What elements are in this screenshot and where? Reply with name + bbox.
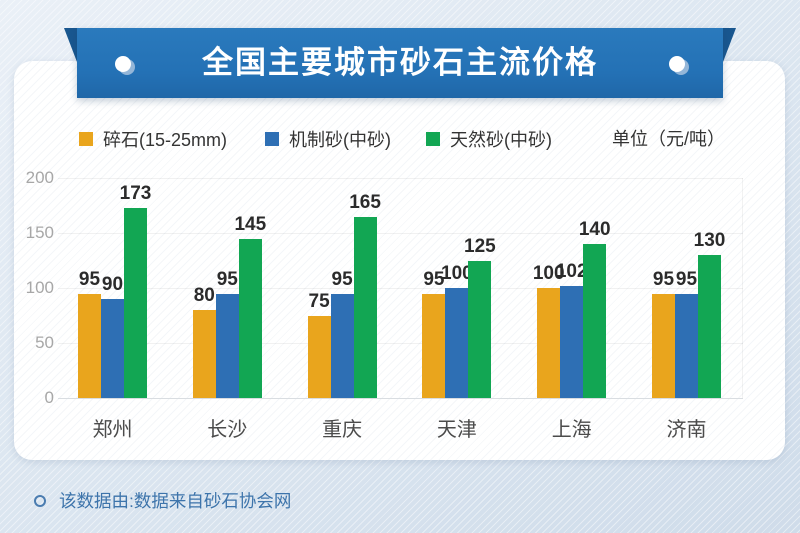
y-tick-label: 50	[35, 333, 54, 352]
x-axis-label: 天津	[436, 419, 477, 441]
bar: 145	[234, 214, 266, 398]
bar-value-label: 95	[331, 268, 353, 290]
y-tick-label: 0	[44, 388, 54, 407]
legend-item-natural-sand: 天然砂(中砂)	[426, 129, 552, 150]
unit-label: 单位（元/吨）	[611, 129, 725, 149]
legend-label: 机制砂(中砂)	[289, 130, 391, 150]
bar: 125	[464, 236, 496, 398]
page-title: 全国主要城市砂石主流价格	[202, 45, 598, 80]
bar-group-6: 95 95 130 济南	[651, 178, 725, 441]
gridline	[58, 343, 743, 344]
bar-value-label: 95	[675, 268, 698, 290]
bar: 75	[307, 291, 331, 398]
y-tick-label: 150	[25, 223, 54, 242]
gridlines	[58, 178, 743, 399]
legend-label: 天然砂(中砂)	[450, 130, 552, 150]
legend-swatch-blue-icon	[265, 132, 279, 146]
plot-area: 95 90 173 郑州 80 95 145 长沙 75 95 165 重庆 95 100 125 天津 100…	[58, 178, 743, 441]
bar: 130	[694, 230, 725, 398]
legend-swatch-green-icon	[426, 132, 440, 146]
gridline	[58, 178, 743, 179]
x-axis-label: 上海	[551, 419, 592, 441]
title-banner: 全国主要城市砂石主流价格	[77, 28, 723, 98]
y-tick-label: 200	[25, 168, 54, 187]
bar-group-5: 100 102 140 上海	[533, 178, 611, 441]
bar: 95	[215, 269, 239, 398]
bar: 95	[78, 269, 101, 398]
bar: 102	[556, 261, 588, 398]
bar-value-label: 130	[693, 230, 726, 251]
bar-value-label: 145	[234, 213, 267, 235]
bar-value-label: 140	[578, 219, 611, 240]
circle-bullet-icon	[34, 494, 46, 507]
y-tick-label: 100	[25, 278, 54, 297]
data-source-text: 该数据由:数据来自砂石协会网	[59, 491, 292, 511]
bar: 100	[441, 263, 473, 398]
ribbon-fold-right	[723, 28, 736, 62]
legend-swatch-orange-icon	[79, 132, 93, 146]
gridline	[58, 233, 743, 234]
bar: 165	[349, 192, 381, 398]
y-axis: 0 50 100 150 200	[0, 168, 54, 407]
bar-group-1: 95 90 173 郑州	[78, 178, 151, 441]
plot-right-border	[742, 178, 743, 398]
x-axis-label: 济南	[666, 419, 707, 441]
bar-value-label: 102	[555, 260, 588, 282]
bar-group-4: 95 100 125 天津	[422, 178, 496, 441]
x-axis-label: 长沙	[207, 419, 248, 441]
bar: 140	[579, 219, 611, 398]
bar-value-label: 100	[441, 263, 473, 284]
bar-value-label: 173	[119, 182, 152, 204]
bar: 95	[422, 269, 446, 398]
bar: 95	[651, 269, 675, 398]
bar-value-label: 80	[193, 285, 215, 306]
bar-value-label: 95	[216, 268, 238, 290]
x-axis-label: 重庆	[322, 419, 363, 441]
bar: 90	[101, 274, 124, 398]
bar: 80	[192, 285, 216, 398]
legend-item-crushed-stone: 碎石(15-25mm)	[79, 129, 228, 150]
bar-value-label: 75	[308, 290, 330, 312]
bar-value-label: 95	[652, 268, 675, 290]
bar-group-2: 80 95 145 长沙	[192, 178, 266, 441]
bar-value-label: 165	[349, 191, 381, 213]
bar-value-label: 100	[532, 263, 565, 284]
bar-value-label: 125	[464, 235, 496, 257]
x-axis-label: 郑州	[92, 419, 133, 441]
bar-value-label: 95	[423, 268, 445, 290]
bar-value-label: 95	[78, 268, 101, 290]
legend-label: 碎石(15-25mm)	[103, 130, 228, 150]
bar: 173	[120, 183, 151, 398]
bar-value-label: 90	[101, 274, 124, 295]
bar: 95	[330, 269, 354, 398]
bar-group-3: 75 95 165 重庆	[307, 178, 381, 441]
rivet-icon	[115, 56, 131, 72]
footer-note: 该数据由:数据来自砂石协会网	[34, 488, 291, 513]
ribbon-fold-left	[64, 28, 77, 62]
bar: 95	[674, 269, 698, 398]
gridline	[58, 288, 743, 289]
legend-item-machine-sand: 机制砂(中砂)	[265, 129, 391, 150]
rivet-icon	[669, 56, 685, 72]
bar: 100	[533, 263, 565, 398]
